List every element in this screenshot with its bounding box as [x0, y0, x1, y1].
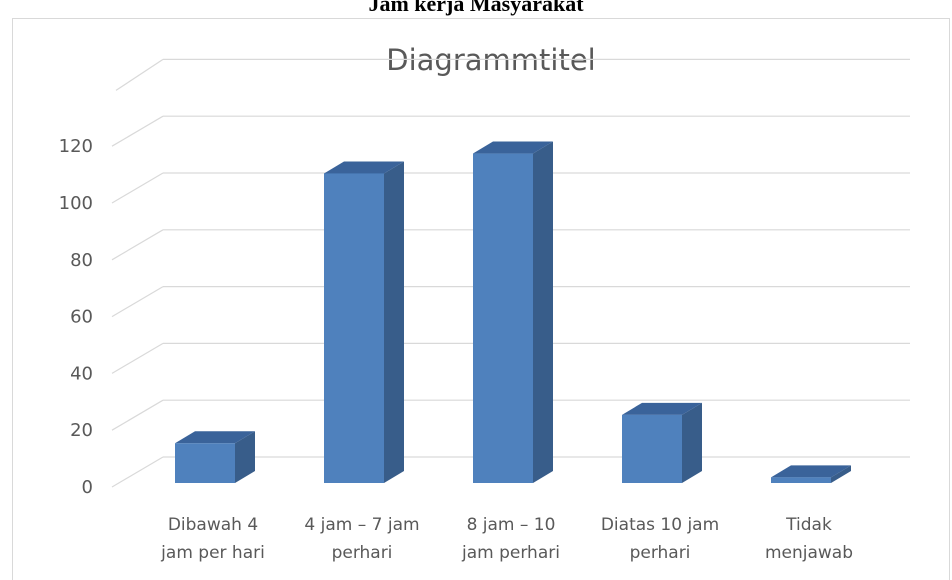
x-tick-label: perhari [630, 543, 691, 563]
gridline-diagonal [111, 115, 164, 147]
bar-side [682, 402, 702, 483]
x-tick-label: Dibawah 4 [168, 515, 258, 535]
gridline-diagonal [111, 172, 164, 204]
page-title: Jam kerja Masyarakat [368, 0, 584, 16]
bar-side [533, 141, 553, 483]
y-tick-label: 20 [70, 420, 93, 441]
x-tick-label: 4 jam – 7 jam [304, 515, 419, 535]
y-tick-label: 100 [59, 193, 93, 214]
y-tick-label: 0 [82, 477, 93, 498]
bar [771, 465, 851, 483]
bar-side [384, 161, 404, 483]
bar [622, 402, 702, 483]
gridline-diagonal [115, 58, 164, 91]
bar-front [771, 477, 831, 483]
y-tick-label: 60 [70, 307, 93, 328]
bar-front [175, 443, 235, 483]
bar-front [324, 173, 384, 483]
x-axis-categories: Dibawah 4 jam per hari 4 jam – 7 jam perhar… [160, 515, 853, 563]
bar-top [175, 431, 255, 444]
x-tick-label: Tidak [785, 515, 832, 535]
bar [175, 431, 255, 483]
gridline-diagonal [111, 286, 164, 318]
y-tick-label: 80 [70, 250, 93, 271]
bar-side [831, 465, 851, 483]
bar-top [771, 465, 851, 478]
gridline-diagonal [111, 342, 164, 374]
x-tick-label: jam per hari [160, 543, 265, 563]
bar-top [473, 141, 553, 154]
y-tick-label: 120 [59, 136, 93, 157]
gridline-diagonal [111, 399, 164, 431]
x-tick-label: menjawab [765, 543, 853, 563]
y-tick-label: 40 [70, 363, 93, 384]
x-tick-label: 8 jam – 10 [467, 515, 556, 535]
bars [175, 141, 851, 483]
bar [324, 161, 404, 483]
chart-area [12, 18, 950, 580]
gridline-diagonal [111, 456, 164, 488]
bar-front [473, 153, 533, 483]
x-tick-label: jam perhari [461, 543, 560, 563]
bar-front [622, 414, 682, 483]
gridline-diagonal [111, 229, 164, 261]
y-axis-ticks: 0 20 40 60 80 100 120 [59, 136, 93, 498]
bar-top [324, 161, 404, 174]
bar [473, 141, 553, 483]
bar-side [235, 431, 255, 483]
bar-top [622, 402, 702, 415]
x-tick-label: perhari [332, 543, 393, 563]
x-tick-label: Diatas 10 jam [601, 515, 719, 535]
